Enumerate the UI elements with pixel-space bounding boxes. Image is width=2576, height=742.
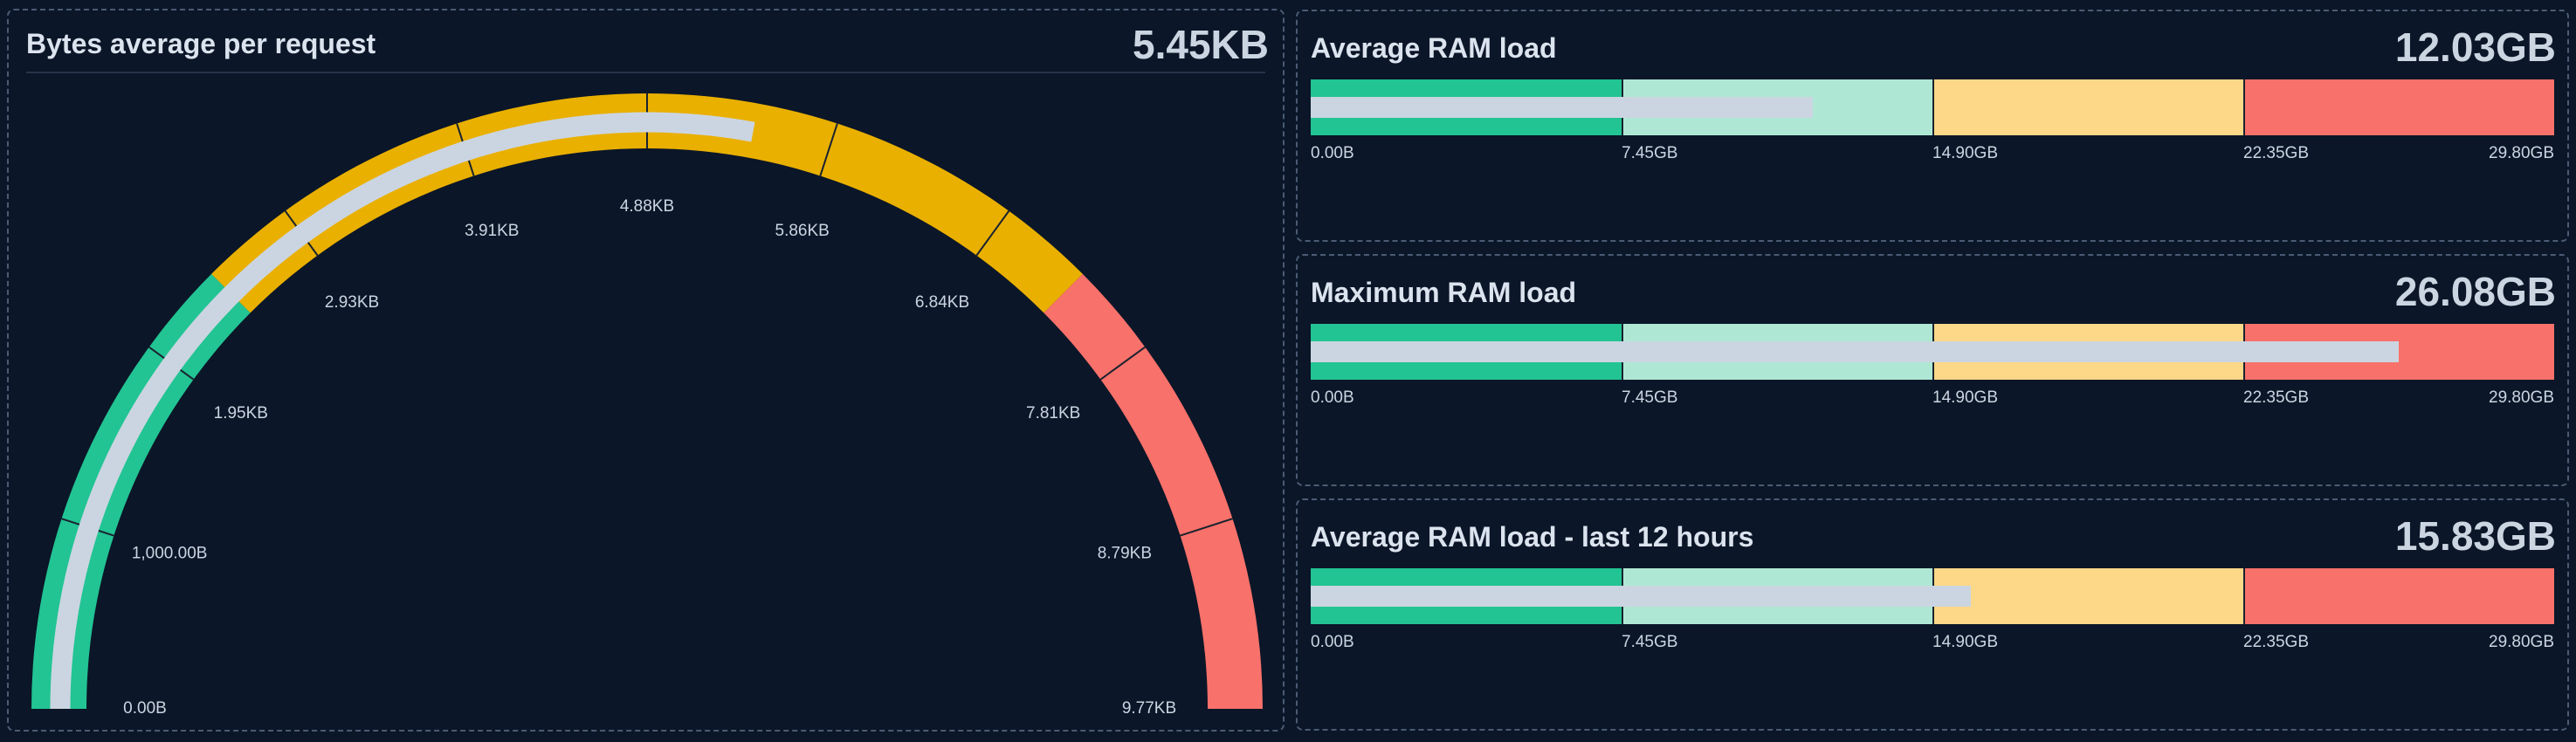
gauge-tick xyxy=(975,210,1010,257)
bullet-tick-label: 7.45GB xyxy=(1622,144,1678,162)
bullet-tick-label: 0.00B xyxy=(1311,633,1354,651)
gauge-tick xyxy=(1099,346,1146,381)
gauge-tick-label: 9.77KB xyxy=(1122,699,1176,718)
bullet-tick-label: 0.00B xyxy=(1311,144,1354,162)
bullet-panel: Average RAM load - last 12 hours 15.83GB… xyxy=(1296,498,2569,731)
gauge-tick xyxy=(1180,518,1233,537)
bullet-threshold-segment xyxy=(1932,568,2243,624)
bullet-tick-label: 29.80GB xyxy=(2489,388,2554,407)
bullet-axis: 0.00B 7.45GB 14.90GB 22.35GB 29.80GB xyxy=(1311,388,2554,409)
panel-value: 26.08GB xyxy=(2394,269,2556,314)
bullet-tick-label: 14.90GB xyxy=(1932,388,1998,407)
gauge-tick-label: 7.81KB xyxy=(1026,404,1080,423)
bullet-bar xyxy=(1311,79,2554,135)
bullet-panel: Average RAM load 12.03GB 0.00B 7.45GB 14.9… xyxy=(1296,10,2569,242)
panel-value: 5.45KB xyxy=(1133,22,1269,67)
bullet-value-bar xyxy=(1311,97,1813,118)
bullet-tick-label: 29.80GB xyxy=(2489,633,2554,651)
bullet-threshold-segment xyxy=(2243,79,2554,135)
bullet-tick-label: 22.35GB xyxy=(2243,633,2309,651)
gauge-chart: 0.00B 1,000.00B 1.95KB 2.93KB 3.91KB 4.88KB 5.… xyxy=(31,93,1263,718)
bullet-value-bar xyxy=(1311,341,2400,362)
panel-title: Maximum RAM load xyxy=(1311,277,1577,308)
gauge-tick-label: 3.91KB xyxy=(465,222,519,240)
title-divider xyxy=(26,72,1265,73)
bullet-tick-label: 0.00B xyxy=(1311,388,1354,407)
gauge-tick-label: 6.84KB xyxy=(915,293,969,312)
panel-value: 15.83GB xyxy=(2394,513,2556,559)
bullet-axis: 0.00B 7.45GB 14.90GB 22.35GB 29.80GB xyxy=(1311,144,2554,165)
panel-title: Average RAM load xyxy=(1311,32,1557,64)
bullet-tick-label: 29.80GB xyxy=(2489,144,2554,162)
bullet-bar xyxy=(1311,324,2554,380)
panel-value: 12.03GB xyxy=(2394,24,2556,70)
panel-title: Bytes average per request xyxy=(26,28,376,59)
bullet-axis: 0.00B 7.45GB 14.90GB 22.35GB 29.80GB xyxy=(1311,633,2554,654)
bullet-tick-label: 22.35GB xyxy=(2243,144,2309,162)
gauge-tick-label: 0.00B xyxy=(123,699,167,718)
gauge-threshold-band xyxy=(31,273,251,709)
gauge-tick-label: 1,000.00B xyxy=(132,544,208,562)
bullet-bar xyxy=(1311,568,2554,624)
bullet-threshold-segment xyxy=(1932,79,2243,135)
bullet-tick-label: 14.90GB xyxy=(1932,633,1998,651)
gauge-tick-label: 8.79KB xyxy=(1098,544,1152,562)
bullet-tick-label: 7.45GB xyxy=(1622,633,1678,651)
gauge-tick-label: 1.95KB xyxy=(214,404,268,423)
gauge-tick-label: 5.86KB xyxy=(775,222,830,240)
bullet-panel: Maximum RAM load 26.08GB 0.00B 7.45GB 14.9… xyxy=(1296,254,2569,486)
panel-title: Average RAM load - last 12 hours xyxy=(1311,521,1754,553)
gauge-value-bar xyxy=(50,112,755,710)
bullet-threshold-segment xyxy=(2243,568,2554,624)
gauge-tick xyxy=(819,123,838,176)
bullet-tick-label: 22.35GB xyxy=(2243,388,2309,407)
bullet-tick-label: 14.90GB xyxy=(1932,144,1998,162)
bullet-tick-label: 7.45GB xyxy=(1622,388,1678,407)
gauge-threshold-band xyxy=(211,93,1083,313)
gauge-tick-label: 2.93KB xyxy=(325,293,379,312)
bullet-value-bar xyxy=(1311,586,1972,607)
gauge-panel: Bytes average per request 5.45KB xyxy=(7,9,1285,732)
gauge-tick-label: 4.88KB xyxy=(620,197,674,216)
gauge-threshold-band xyxy=(1043,273,1263,709)
